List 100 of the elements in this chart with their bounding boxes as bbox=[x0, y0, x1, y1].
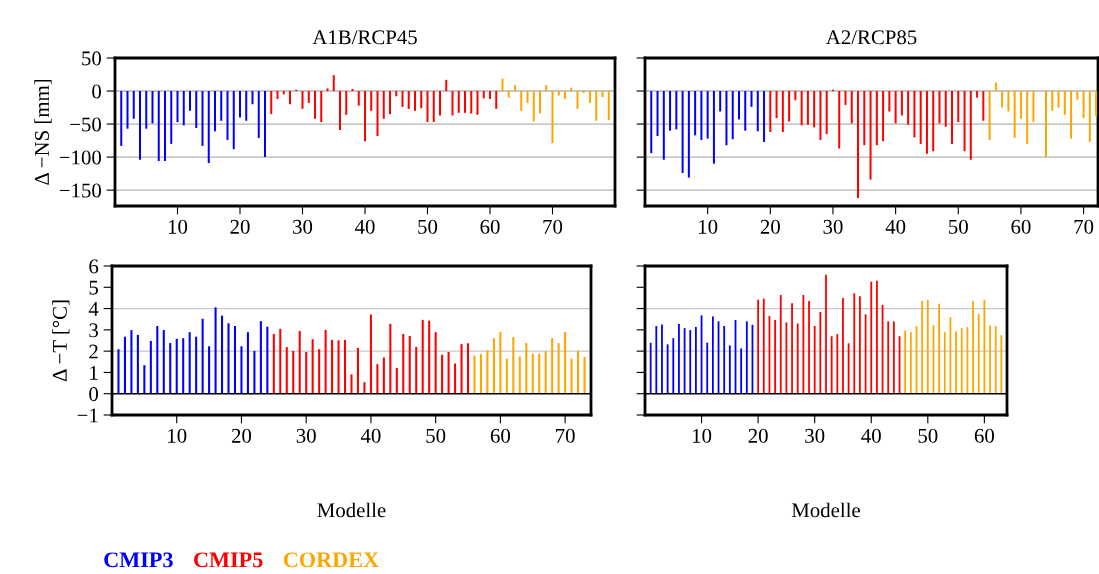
bar bbox=[176, 91, 179, 123]
bar bbox=[489, 91, 491, 99]
bar bbox=[220, 91, 223, 121]
x-tick-label: 40 bbox=[861, 428, 881, 443]
bar bbox=[214, 307, 217, 394]
bar bbox=[245, 91, 248, 121]
y-tick-label: 0 bbox=[92, 84, 102, 99]
bar bbox=[544, 351, 547, 394]
x-tick-label: 30 bbox=[805, 428, 825, 443]
bar bbox=[195, 336, 198, 394]
bar bbox=[331, 339, 334, 394]
y-tick-label: 4 bbox=[88, 302, 99, 316]
bar bbox=[298, 330, 301, 394]
bar bbox=[136, 334, 139, 394]
bar bbox=[589, 91, 591, 103]
bar bbox=[208, 346, 211, 394]
bar bbox=[272, 333, 275, 394]
x-tick-label: 50 bbox=[918, 428, 938, 443]
text: CMIP3 bbox=[104, 552, 173, 568]
bar bbox=[350, 374, 353, 394]
x-tick-label: 40 bbox=[885, 219, 906, 234]
bar bbox=[182, 338, 185, 394]
bar bbox=[169, 343, 172, 394]
bar bbox=[221, 315, 224, 394]
y-tick-label: 5 bbox=[89, 280, 98, 295]
y-axis-title: Δ −T [°C] bbox=[52, 300, 70, 382]
bar bbox=[395, 367, 398, 394]
bar bbox=[526, 91, 529, 103]
bar bbox=[434, 332, 437, 394]
bar bbox=[259, 321, 262, 394]
bar bbox=[182, 91, 185, 126]
bar bbox=[356, 347, 360, 394]
bar bbox=[426, 91, 429, 123]
bar bbox=[305, 351, 308, 394]
bar bbox=[401, 91, 404, 107]
y-axis-title: Δ −NS [mm] bbox=[34, 79, 52, 185]
bar bbox=[441, 354, 444, 394]
bar bbox=[370, 91, 373, 111]
bar bbox=[240, 346, 243, 394]
bar bbox=[214, 91, 216, 132]
x-tick-label: 60 bbox=[1011, 219, 1031, 234]
bar bbox=[376, 364, 379, 394]
bar bbox=[339, 91, 341, 131]
bar bbox=[343, 339, 347, 394]
bar bbox=[551, 338, 554, 394]
bar bbox=[270, 91, 273, 115]
x-tick-label: 70 bbox=[543, 219, 563, 234]
bar bbox=[402, 333, 405, 394]
bar bbox=[139, 91, 141, 160]
bar bbox=[145, 91, 148, 129]
bar bbox=[251, 91, 254, 105]
bar bbox=[285, 347, 288, 394]
x-tick-label: 50 bbox=[418, 219, 438, 234]
x-tick-label: 10 bbox=[168, 219, 188, 234]
x-tick-label: 30 bbox=[823, 219, 843, 234]
bar bbox=[301, 91, 304, 109]
bar bbox=[382, 357, 385, 394]
bar bbox=[564, 91, 566, 99]
bar bbox=[307, 91, 310, 103]
bar bbox=[576, 91, 579, 109]
bar bbox=[507, 91, 510, 98]
bar bbox=[311, 339, 314, 394]
x-tick-label: 60 bbox=[480, 219, 500, 234]
bar bbox=[473, 355, 476, 394]
bar bbox=[364, 91, 366, 142]
bar bbox=[492, 338, 495, 394]
bar bbox=[189, 91, 191, 111]
bar bbox=[157, 91, 160, 162]
bar bbox=[499, 331, 502, 394]
bar bbox=[551, 91, 554, 144]
x-tick-label: 50 bbox=[426, 428, 446, 443]
x-tick-label: 60 bbox=[490, 428, 510, 443]
bar bbox=[318, 349, 321, 394]
bar bbox=[164, 91, 166, 162]
bar bbox=[253, 350, 256, 394]
bar bbox=[439, 91, 441, 116]
bar bbox=[421, 319, 424, 394]
bar bbox=[532, 91, 535, 122]
bar bbox=[292, 350, 295, 394]
x-tick-label: 40 bbox=[360, 428, 381, 443]
x-tick-label: 30 bbox=[296, 428, 316, 443]
bar bbox=[539, 91, 541, 114]
bar bbox=[518, 356, 521, 394]
x-tick-label: 20 bbox=[231, 428, 252, 443]
y-tick-label: −1 bbox=[77, 408, 98, 423]
bar bbox=[233, 326, 237, 394]
bar bbox=[227, 323, 230, 394]
bar bbox=[557, 343, 560, 394]
bar bbox=[369, 314, 372, 394]
bar bbox=[201, 91, 204, 146]
bar bbox=[207, 91, 210, 164]
chart-title: A1B/RCP45 bbox=[312, 30, 417, 45]
bar bbox=[156, 326, 159, 394]
bar bbox=[389, 323, 392, 394]
bar bbox=[314, 91, 316, 119]
bar bbox=[320, 91, 323, 123]
x-tick-label: 40 bbox=[354, 219, 375, 234]
bar bbox=[445, 79, 448, 92]
bar bbox=[264, 91, 266, 158]
bar bbox=[525, 343, 528, 394]
